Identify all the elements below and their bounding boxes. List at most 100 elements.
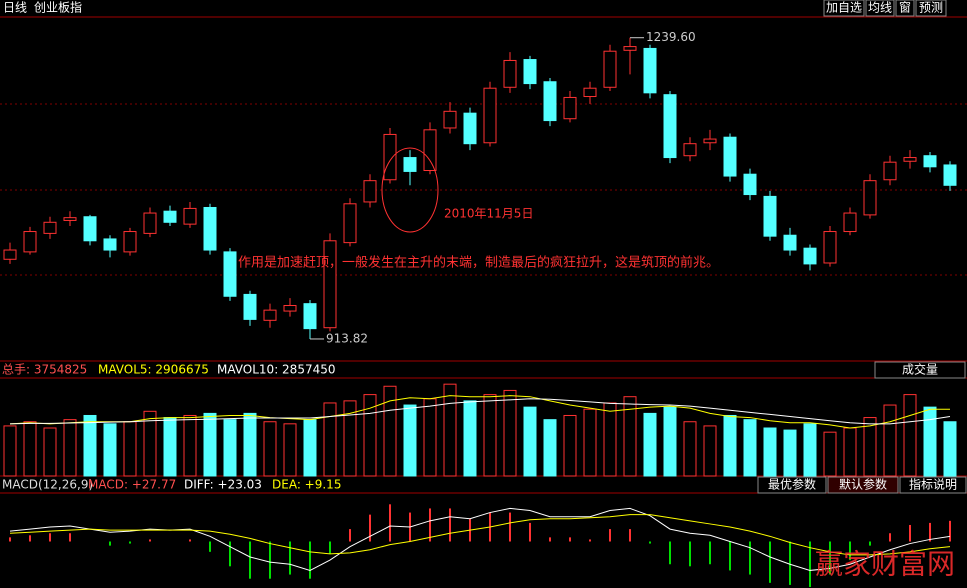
candle-body: [243, 293, 257, 320]
candle-body: [483, 87, 497, 144]
candle-body: [803, 247, 817, 265]
volume-bar: [163, 417, 177, 477]
volume-bar: [263, 421, 277, 477]
candle-body: [543, 81, 557, 122]
candle-body: [743, 173, 757, 196]
volume-bar: [83, 414, 97, 477]
volume-bar: [683, 421, 697, 477]
candle-body: [83, 216, 97, 242]
watermark: 赢家财富网: [815, 548, 955, 581]
volume-bar: [243, 412, 257, 477]
candle-body: [583, 87, 597, 98]
volume-bar: [703, 425, 717, 477]
candle-body: [103, 238, 117, 251]
candle-body: [43, 221, 57, 234]
candle-body: [383, 133, 397, 181]
macd-indicator: MACD: +27.77: [88, 478, 176, 492]
button[interactable]: 均线: [868, 1, 892, 15]
button-frame[interactable]: [827, 476, 899, 494]
button[interactable]: 最优参数: [768, 477, 816, 492]
volume-bar: [123, 421, 137, 477]
button-frame[interactable]: [895, 0, 915, 17]
high-label: 1239.60: [646, 30, 696, 44]
volume-average: [9, 395, 950, 429]
candle-body: [323, 240, 337, 329]
candle-body: [143, 212, 157, 234]
candle-body: [363, 180, 377, 203]
candle-body: [643, 47, 657, 94]
candle-body: [303, 303, 317, 330]
volume-bar: [503, 389, 517, 477]
candle-body: [783, 234, 797, 251]
candle-body: [503, 59, 517, 88]
note: 作用是加速赶顶，一般发生在主升的末端，制造最后的疯狂拉升，这是筑顶的前兆。: [238, 255, 719, 271]
button-frame[interactable]: [865, 0, 895, 17]
candle-body: [63, 217, 77, 221]
volume-bar: [543, 419, 557, 477]
volume-indicator: MAVOL5: 2906675: [98, 363, 209, 377]
candle-body: [823, 231, 837, 264]
button-frame[interactable]: [757, 476, 827, 494]
volume-bar: [23, 421, 37, 477]
volume-indicator: 总手: 3754825: [2, 363, 87, 377]
volume-bar: [663, 406, 677, 477]
candle-body: [603, 50, 617, 88]
candle-body: [843, 212, 857, 233]
macd-indicator: DEA: +9.15: [272, 478, 341, 492]
dea-line: [9, 514, 951, 556]
volume-bar: [863, 417, 877, 477]
low-label: 913.82: [326, 331, 368, 345]
candle-body: [563, 96, 577, 120]
candle-body: [883, 161, 897, 181]
button[interactable]: 加自选: [826, 1, 862, 15]
candle-body: [523, 59, 537, 85]
volume-indicator: MAVOL10: 2857450: [217, 363, 336, 377]
volume-bar: [743, 419, 757, 477]
candle-body: [223, 251, 237, 297]
volume-bar: [803, 423, 817, 477]
toolbar-buttons: 加自选 均线 窗 预测: [823, 0, 947, 17]
volume-bar: [403, 404, 417, 477]
volume-bar: [203, 412, 217, 477]
volume-bar: [923, 406, 937, 477]
candle-body: [443, 110, 457, 129]
button-frame[interactable]: [823, 0, 865, 17]
candle-body: [203, 206, 217, 251]
button-frame[interactable]: [899, 476, 967, 494]
volume-bar: [343, 400, 357, 477]
indicator-select-label[interactable]: 成交量: [902, 362, 938, 377]
volume-bar: [463, 400, 477, 477]
volume-bar: [523, 406, 537, 477]
volume-bar: [63, 419, 77, 477]
candle-body: [683, 143, 697, 157]
volume-bar: [383, 385, 397, 477]
volume-bar: [223, 419, 237, 477]
volume-bar: [303, 419, 317, 477]
button[interactable]: 窗: [899, 1, 911, 15]
button[interactable]: 指标说明: [909, 477, 957, 492]
macd-indicator: DIFF: +23.03: [184, 478, 262, 492]
candle-body: [3, 249, 17, 260]
indicator-select[interactable]: [874, 361, 966, 379]
candle-body: [723, 136, 737, 177]
volume-bar: [423, 398, 437, 477]
candle-body: [183, 207, 197, 225]
button[interactable]: 默认参数: [839, 477, 887, 492]
button[interactable]: 预测: [919, 1, 943, 15]
button-frame[interactable]: [915, 0, 947, 17]
volume-bar: [723, 414, 737, 477]
volume-bar: [943, 421, 957, 477]
volume-bar: [283, 423, 297, 477]
candle-body: [943, 164, 957, 186]
volume-average: [9, 398, 951, 425]
volume-bar: [483, 394, 497, 477]
candle-body: [863, 180, 877, 216]
candle-body: [403, 157, 417, 172]
volume-bar: [843, 427, 857, 477]
volume-bar: [603, 402, 617, 477]
macd-title: MACD(12,26,9): [2, 478, 93, 492]
volume-bar: [183, 414, 197, 477]
volume-bar: [143, 410, 157, 477]
volume-bar: [823, 431, 837, 477]
